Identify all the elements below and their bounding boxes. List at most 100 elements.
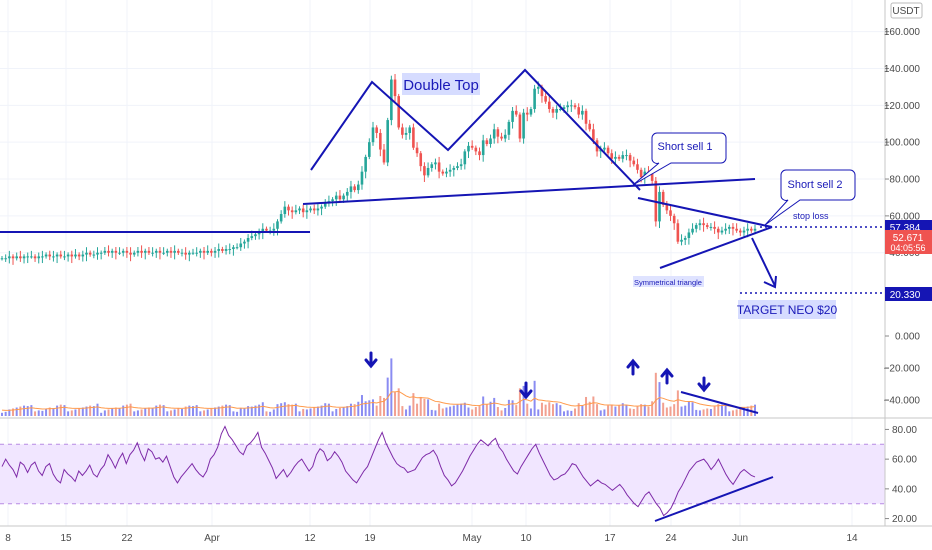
volume-bar — [647, 406, 650, 416]
volume-bar — [610, 404, 613, 416]
candle — [691, 223, 694, 235]
candle — [632, 156, 636, 167]
candle — [268, 226, 272, 235]
volume-bar — [247, 406, 250, 416]
candle — [107, 245, 110, 257]
last-price-label: 52.671 — [893, 233, 924, 244]
triangle-label: Symmetrical triangle — [634, 278, 702, 287]
volume-bar — [397, 388, 400, 416]
volume-arrows — [364, 351, 711, 400]
candle — [514, 105, 518, 117]
volume-bar — [511, 400, 514, 416]
candle — [727, 224, 731, 234]
volume-bar — [368, 400, 371, 416]
candle — [474, 145, 478, 156]
volume-bar — [401, 406, 404, 416]
x-tick-label: 19 — [364, 533, 376, 544]
volume-bar — [383, 397, 386, 416]
volume-bar — [188, 405, 191, 416]
currency-badge[interactable] — [890, 2, 923, 19]
y-tick-label: 80.000 — [889, 175, 920, 186]
candle — [603, 142, 606, 152]
candle — [529, 106, 533, 117]
volume-bar — [331, 411, 334, 416]
volume-bar — [423, 398, 426, 416]
volume-bar — [394, 392, 397, 416]
arrow-down-icon — [697, 376, 711, 393]
volume-bar — [320, 405, 323, 416]
grid — [0, 0, 885, 526]
volume-bar — [30, 405, 33, 416]
candle — [694, 222, 698, 233]
volume-bar — [342, 407, 345, 416]
target-arrow — [751, 237, 776, 287]
volume-bar — [460, 403, 463, 416]
volume-bar — [78, 408, 81, 416]
volume-bar — [643, 404, 646, 416]
volume-bar — [581, 405, 584, 416]
volume-bar — [629, 408, 632, 416]
volume-bar — [614, 406, 617, 416]
stop-loss-label: stop loss — [793, 211, 829, 221]
volume-bar — [8, 409, 11, 416]
volume-bar — [559, 405, 562, 416]
candle — [103, 247, 107, 255]
volume-bar — [430, 409, 433, 416]
candle — [441, 169, 445, 176]
volume-bar — [379, 396, 382, 416]
x-tick-label: 22 — [121, 533, 133, 544]
candle — [621, 151, 625, 163]
volume-bar — [529, 408, 532, 416]
volume-bar — [287, 404, 290, 416]
volume-bar — [408, 405, 411, 416]
candle — [577, 103, 580, 119]
volume-bar — [467, 407, 470, 416]
rsi-trendline — [654, 476, 774, 522]
candle — [132, 250, 136, 257]
volume-bar — [140, 409, 143, 416]
candle — [287, 204, 290, 216]
volume-bar — [500, 410, 503, 416]
candle — [338, 190, 342, 202]
volume-bar — [588, 401, 591, 416]
y-tick-label: 40.00 — [892, 484, 917, 495]
candle — [283, 201, 287, 218]
volume-bar — [390, 358, 393, 416]
volume-bar — [302, 408, 305, 416]
candle — [430, 162, 434, 172]
candle — [485, 138, 489, 147]
candle — [525, 107, 529, 122]
volume-bar — [133, 411, 136, 416]
candle — [426, 162, 430, 178]
y-tick-label: 60.000 — [889, 211, 920, 222]
volume-bar — [441, 408, 444, 416]
volume-bar — [305, 409, 308, 416]
candle — [478, 147, 481, 161]
y-tick-label: −20.000 — [884, 364, 921, 375]
rsi-polyline — [1, 425, 756, 517]
candle — [419, 151, 423, 172]
volume-bar — [577, 403, 580, 416]
volume-bar — [129, 403, 132, 416]
candle — [162, 247, 165, 255]
volume-bar — [724, 403, 727, 416]
candle — [382, 144, 386, 165]
candle — [672, 213, 676, 230]
volume-bar — [709, 408, 712, 416]
volume-bar — [52, 408, 55, 416]
candle — [437, 156, 441, 179]
candle — [548, 96, 551, 113]
volume-bar — [250, 406, 253, 416]
volume-bar — [327, 403, 330, 416]
candle — [665, 200, 669, 215]
volume-bar — [360, 395, 363, 416]
candle — [151, 247, 154, 257]
volume-bar — [364, 401, 367, 416]
candle — [48, 250, 52, 261]
candle — [492, 123, 496, 144]
volume-bar — [136, 410, 139, 416]
candle — [129, 247, 132, 262]
volume-bar — [151, 408, 154, 416]
volume-bar — [717, 404, 720, 416]
candle — [272, 223, 276, 236]
